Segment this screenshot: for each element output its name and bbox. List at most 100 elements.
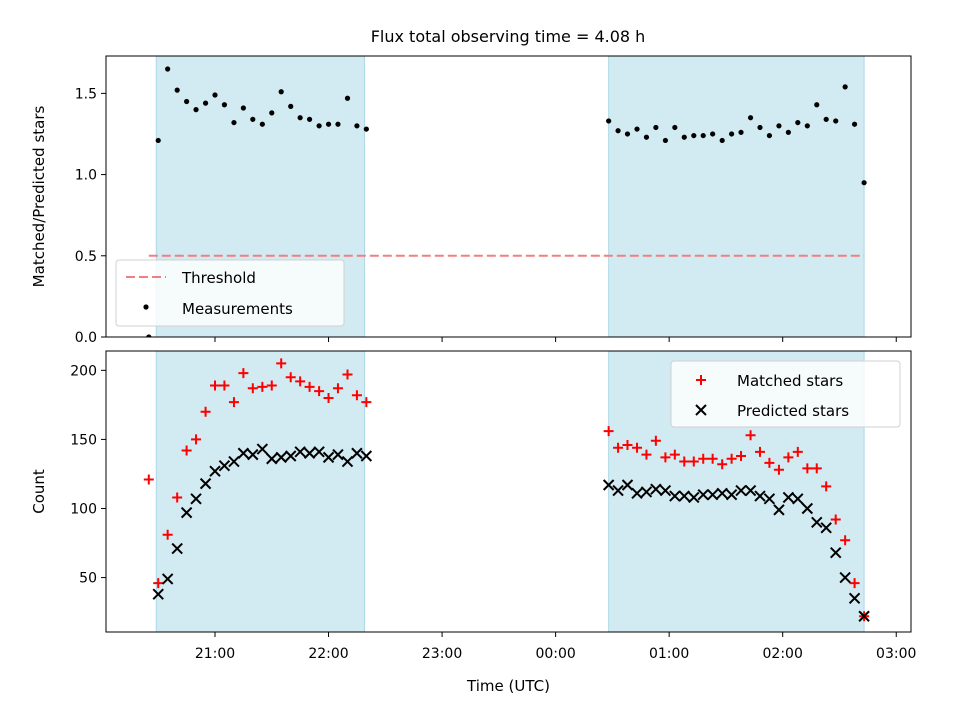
data-point xyxy=(322,451,335,464)
data-point xyxy=(190,493,202,505)
y-axis-label: Matched/Predicted stars xyxy=(30,106,48,288)
data-point xyxy=(275,451,287,464)
data-point xyxy=(719,137,725,144)
data-point xyxy=(361,397,372,408)
data-point xyxy=(766,132,773,139)
data-point xyxy=(641,449,652,460)
data-point xyxy=(332,383,343,394)
data-point xyxy=(830,514,841,525)
data-point xyxy=(804,123,810,129)
y-tick-label: 0.5 xyxy=(75,249,97,265)
data-point xyxy=(707,453,718,464)
data-point xyxy=(861,180,867,186)
legend-measurements-label: Measurements xyxy=(182,300,293,318)
data-point xyxy=(152,588,164,600)
data-point xyxy=(792,446,803,457)
legend-matched-swatch xyxy=(696,375,706,385)
data-point xyxy=(288,103,294,109)
data-point xyxy=(228,397,239,408)
data-point xyxy=(650,483,662,495)
data-point xyxy=(669,449,680,460)
data-point xyxy=(698,453,709,464)
data-point xyxy=(764,457,775,468)
data-point xyxy=(679,456,690,467)
shaded-interval-1 xyxy=(608,56,865,337)
data-point xyxy=(360,450,373,462)
data-point xyxy=(316,123,322,129)
data-point xyxy=(833,118,839,124)
data-point xyxy=(631,487,643,500)
series-measurements xyxy=(146,66,867,337)
data-point xyxy=(735,484,747,497)
data-point xyxy=(782,491,795,504)
data-point xyxy=(842,84,848,90)
data-point xyxy=(276,358,287,369)
data-point xyxy=(351,447,363,459)
data-point xyxy=(278,89,284,95)
data-point xyxy=(811,516,823,529)
x-axis-label: Time (UTC) xyxy=(466,677,550,695)
data-point xyxy=(237,447,250,459)
data-point xyxy=(653,124,659,131)
data-point xyxy=(783,452,794,463)
x-tick-label: 21:00 xyxy=(195,646,235,662)
data-point xyxy=(228,455,240,468)
data-point xyxy=(821,481,832,492)
data-point xyxy=(238,368,249,379)
data-point xyxy=(747,115,754,121)
data-point xyxy=(209,380,220,391)
data-point xyxy=(811,463,822,474)
data-point xyxy=(681,134,687,140)
data-point xyxy=(729,131,735,137)
data-point xyxy=(323,392,334,403)
data-point xyxy=(143,474,154,485)
y-tick-label: 200 xyxy=(70,363,97,379)
series-matched-stars xyxy=(143,358,870,622)
legend-predicted-label: Predicted stars xyxy=(737,402,849,420)
data-point xyxy=(839,571,851,584)
x-tick-label: 03:00 xyxy=(876,646,916,662)
data-point xyxy=(660,452,671,463)
data-point xyxy=(763,493,776,505)
data-point xyxy=(621,479,634,491)
data-point xyxy=(172,492,183,503)
data-point xyxy=(259,121,265,127)
data-point xyxy=(218,459,231,472)
data-point xyxy=(294,446,306,458)
data-point xyxy=(221,102,228,108)
y-tick-label: 100 xyxy=(70,501,97,517)
axes-frame xyxy=(105,55,912,338)
legend: Matched stars Predicted stars xyxy=(670,360,901,428)
data-point xyxy=(304,381,315,392)
data-point xyxy=(200,406,211,417)
data-point xyxy=(710,131,716,137)
data-point xyxy=(174,87,180,93)
data-point xyxy=(650,435,661,446)
y-tick-label: 50 xyxy=(79,571,97,587)
y-tick-label: 0.0 xyxy=(75,330,97,346)
data-point xyxy=(602,479,615,491)
data-point xyxy=(801,502,814,515)
data-point xyxy=(624,131,631,137)
data-point xyxy=(776,123,782,129)
data-point xyxy=(858,610,870,622)
data-point xyxy=(297,115,303,121)
x-tick-label: 00:00 xyxy=(535,646,575,662)
data-point xyxy=(736,450,747,461)
legend-predicted-swatch xyxy=(695,404,707,416)
data-point xyxy=(615,128,621,134)
data-point xyxy=(363,126,369,132)
data-point xyxy=(165,66,171,72)
data-point xyxy=(161,573,174,585)
data-point xyxy=(849,578,860,589)
x-tick-label: 23:00 xyxy=(422,646,462,662)
data-point xyxy=(745,430,756,441)
data-point xyxy=(313,446,325,458)
data-point xyxy=(688,456,699,467)
data-point xyxy=(757,124,763,131)
data-point xyxy=(269,110,275,116)
data-point xyxy=(662,137,669,144)
data-point xyxy=(738,129,744,135)
